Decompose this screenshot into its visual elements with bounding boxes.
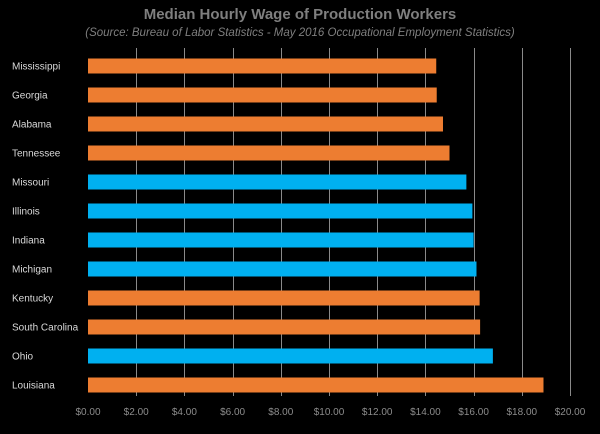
bar-south-carolina [88,319,481,335]
bar-kentucky [88,290,480,306]
x-tick-label: $2.00 [124,407,149,418]
category-label: Alabama [12,120,52,131]
x-tick-label: $8.00 [268,407,293,418]
x-tick-label: $4.00 [172,407,197,418]
bar-louisiana [88,377,544,393]
bar-mississippi [88,58,437,74]
category-label: Missouri [12,178,49,189]
bar-alabama [88,116,443,132]
category-label: Ohio [12,352,34,363]
category-label: Georgia [12,91,48,102]
bar-illinois [88,203,473,219]
x-tick-label: $12.00 [362,407,393,418]
bar-missouri [88,174,467,190]
bar-georgia [88,87,437,103]
x-tick-label: $14.00 [410,407,441,418]
chart-subtitle: (Source: Bureau of Labor Statistics - Ma… [85,27,515,39]
category-label: Tennessee [12,149,61,160]
x-axis-tick-labels: $0.00 $2.00 $4.00 $6.00 $8.00 $10.00 $12.00 $14… [75,407,585,418]
category-label: Louisiana [12,381,55,392]
chart-title: Median Hourly Wage of Production Workers [144,6,457,23]
category-label: Illinois [12,207,40,218]
bar-indiana [88,232,474,248]
gridlines [136,48,571,396]
x-tick-label: $16.00 [458,407,489,418]
bar-tennessee [88,145,450,161]
x-tick-label: $18.00 [507,407,538,418]
x-tick-label: $0.00 [75,407,100,418]
x-tick-label: $10.00 [314,407,345,418]
category-label: South Carolina [12,323,79,334]
category-label: Michigan [12,265,52,276]
bar-ohio [88,348,493,364]
category-label: Indiana [12,236,45,247]
category-label: Kentucky [12,294,53,305]
bar-michigan [88,261,477,277]
category-labels: Mississippi Georgia Alabama Tennessee Missou… [12,62,79,392]
x-tick-label: $6.00 [220,407,245,418]
x-tick-label: $20.00 [555,407,586,418]
category-label: Mississippi [12,62,60,73]
bars [88,58,544,393]
